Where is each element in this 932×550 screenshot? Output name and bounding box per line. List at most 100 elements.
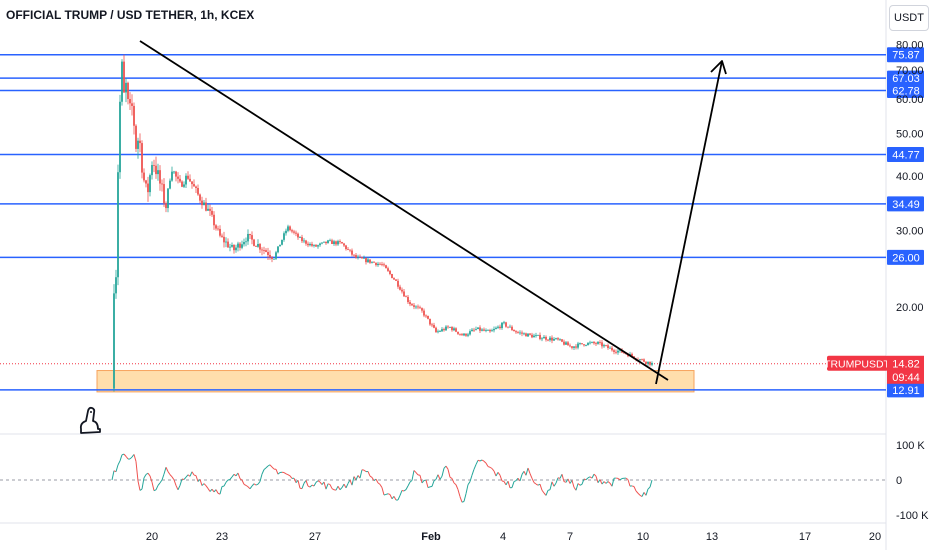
oscillator-segment xyxy=(257,481,261,485)
oscillator-segment xyxy=(245,484,249,488)
candle-body xyxy=(265,250,267,252)
oscillator-segment xyxy=(249,485,253,490)
oscillator-segment xyxy=(397,495,401,501)
candle-body xyxy=(193,184,195,187)
candle-body xyxy=(389,270,391,274)
candle-body xyxy=(365,257,367,263)
oscillator-segment xyxy=(523,471,527,476)
candle-body xyxy=(599,341,601,343)
oscillator-segment xyxy=(401,489,405,492)
candle-body xyxy=(503,322,505,324)
oscillator-segment xyxy=(575,483,579,491)
oscillator-segment xyxy=(399,490,403,496)
candle-body xyxy=(371,261,373,263)
currency-button[interactable]: USDT xyxy=(889,5,929,31)
oscillator-segment xyxy=(529,473,533,479)
candle-body xyxy=(341,242,343,244)
oscillator-segment xyxy=(449,476,453,479)
candle-body xyxy=(223,236,225,243)
oscillator-segment xyxy=(339,487,343,491)
oscillator-segment xyxy=(329,484,333,489)
candle-body xyxy=(225,241,227,243)
candle-body xyxy=(575,346,577,348)
candle-body xyxy=(135,125,137,149)
chart-grid xyxy=(0,0,887,550)
oscillator-segment xyxy=(175,485,179,490)
oscillator-segment xyxy=(117,460,121,466)
oscillator-segment xyxy=(141,477,145,490)
oscillator-segment xyxy=(151,481,155,491)
level-label-bg xyxy=(887,249,924,265)
candle-body xyxy=(327,240,329,244)
candle-body xyxy=(639,359,641,361)
candle-body xyxy=(227,241,229,248)
candle-body xyxy=(607,345,609,349)
candle-body xyxy=(217,228,219,230)
candle-body xyxy=(185,175,187,185)
tradingview-logo-icon[interactable] xyxy=(76,405,102,435)
level-label: 44.77 xyxy=(892,150,920,162)
candle-body xyxy=(279,244,281,247)
candle-body xyxy=(353,254,355,256)
candle-body xyxy=(141,143,143,173)
candle-body xyxy=(423,310,425,316)
oscillator-segment xyxy=(309,484,313,488)
candle-body xyxy=(595,343,597,345)
oscillator-segment xyxy=(237,472,241,479)
candle-body xyxy=(533,335,535,338)
candle-body xyxy=(237,243,239,248)
oscillator-segment xyxy=(169,474,173,478)
candle-body xyxy=(393,278,395,280)
candle-body xyxy=(401,289,403,292)
oscillator-segment xyxy=(313,482,317,487)
oscillator-segment xyxy=(223,482,227,487)
oscillator-segment xyxy=(369,475,373,478)
candle-body xyxy=(187,175,189,179)
oscillator-segment xyxy=(119,454,123,462)
candle-body xyxy=(363,257,365,259)
candle-body xyxy=(579,343,581,344)
candle-body xyxy=(319,243,321,246)
oscillator-segment xyxy=(503,481,507,486)
candle-body xyxy=(545,336,547,340)
oscillator-segment xyxy=(203,483,207,487)
oscillator-segment xyxy=(171,476,175,481)
oscillator-segment xyxy=(243,483,247,486)
oscillator-segment xyxy=(605,481,609,484)
oscillator-segment xyxy=(377,482,381,485)
level-label-bg xyxy=(887,70,924,86)
candle-body xyxy=(335,241,337,245)
oscillator-segment xyxy=(275,469,279,475)
oscillator-segment xyxy=(619,478,623,481)
candle-body xyxy=(411,304,413,306)
candle-body xyxy=(179,178,181,182)
candle-body xyxy=(561,339,563,342)
candle-body xyxy=(263,250,265,251)
level-label: 62.78 xyxy=(892,86,920,98)
candle-body xyxy=(301,237,303,242)
drawings-layer[interactable] xyxy=(139,40,727,385)
oscillator-segment xyxy=(359,469,363,479)
oscillator-segment xyxy=(599,479,603,485)
level-label-bg xyxy=(887,147,924,163)
oscillator-segment xyxy=(137,480,141,491)
candle-body xyxy=(419,307,421,309)
candle-body xyxy=(509,326,511,328)
candle-body xyxy=(651,363,653,365)
candle-body xyxy=(251,235,253,240)
candle-body xyxy=(323,241,325,243)
level-label: 67.03 xyxy=(892,73,920,85)
candle-body xyxy=(645,361,647,364)
oscillator-segment xyxy=(135,461,139,481)
level-label: 75.87 xyxy=(892,50,920,62)
oscillator-segment xyxy=(305,480,309,487)
candle-body xyxy=(139,140,141,144)
oscillator-segment xyxy=(603,481,607,484)
candle-body xyxy=(285,230,287,234)
oscillator-segment xyxy=(625,477,629,481)
oscillator-segment xyxy=(427,486,431,489)
candle-body xyxy=(123,61,125,93)
oscillator-segment xyxy=(327,483,331,485)
candle-body xyxy=(597,341,599,344)
